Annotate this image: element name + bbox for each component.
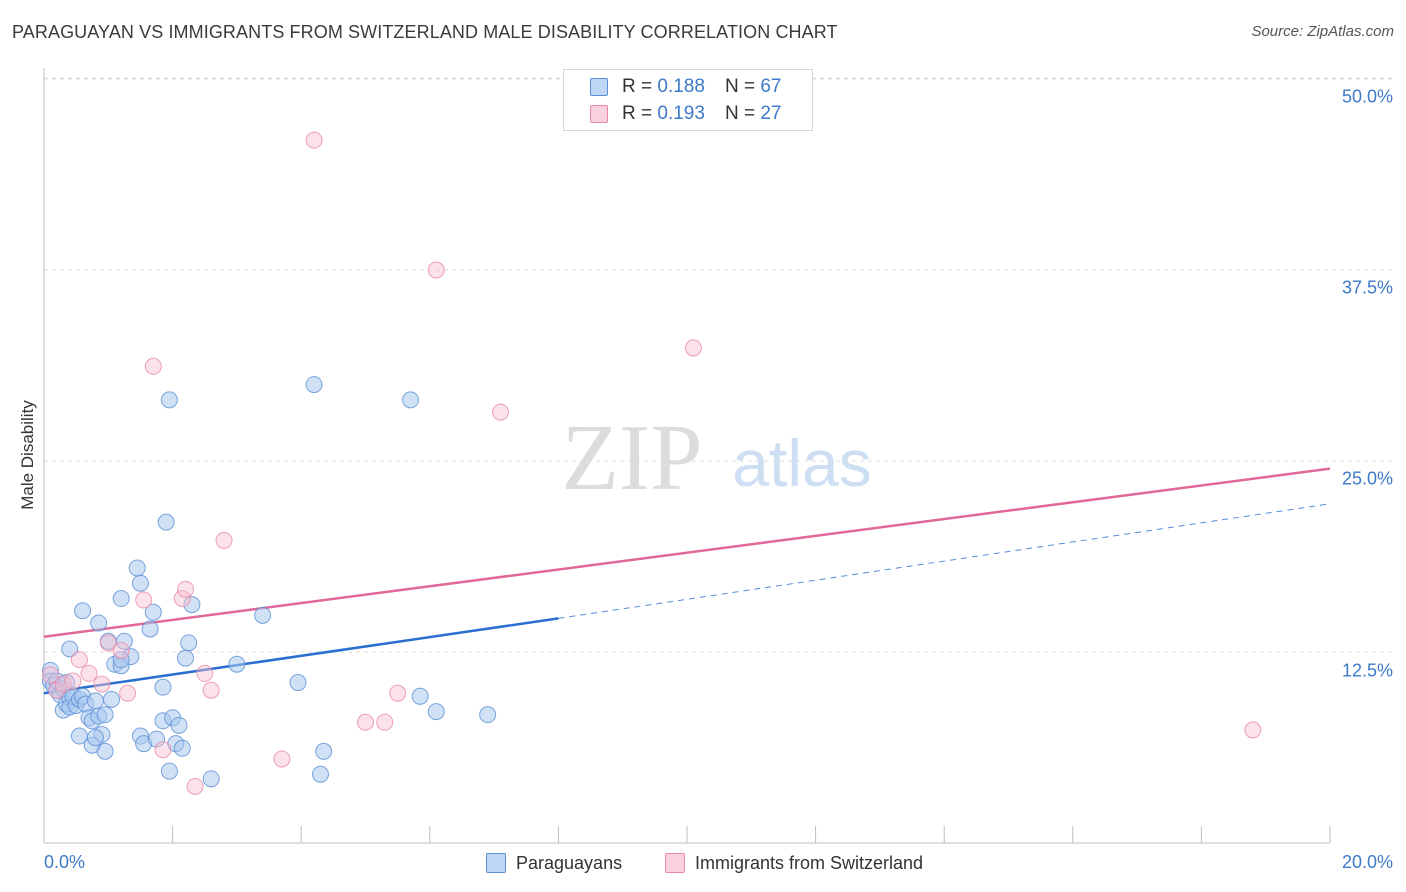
point-paraguayans	[131, 574, 149, 592]
trend-line-paraguayans-extension	[558, 503, 1331, 619]
point-switzerland	[135, 591, 153, 609]
axes	[43, 68, 1331, 844]
point-switzerland	[305, 131, 323, 149]
point-paraguayans	[176, 649, 194, 667]
watermark-zip: ZIP	[562, 406, 703, 510]
point-switzerland	[154, 741, 172, 759]
point-paraguayans	[254, 606, 272, 624]
y-tick-50: 50.0%	[1341, 86, 1393, 107]
point-switzerland	[215, 531, 233, 549]
point-paraguayans	[479, 706, 497, 724]
point-paraguayans	[154, 678, 172, 696]
point-paraguayans	[141, 620, 159, 638]
point-switzerland	[48, 681, 66, 699]
legend-row-switzerland: R = 0.193 N = 27	[590, 103, 781, 125]
legend-n-value: 27	[760, 103, 782, 124]
point-switzerland	[41, 666, 59, 684]
x-tick-min: 0.0%	[44, 852, 86, 872]
point-paraguayans	[103, 690, 121, 708]
point-paraguayans	[128, 559, 146, 577]
legend-r-value: 0.193	[657, 103, 705, 124]
legend-r-label: R =	[622, 76, 653, 97]
point-switzerland	[684, 339, 702, 357]
point-paraguayans	[289, 674, 307, 692]
trend-line-paraguayans	[43, 617, 559, 695]
point-switzerland	[119, 684, 137, 702]
point-switzerland	[173, 590, 191, 608]
point-switzerland	[64, 672, 82, 690]
bottom-legend-label: Paraguayans	[516, 852, 623, 873]
chart-title: PARAGUAYAN VS IMMIGRANTS FROM SWITZERLAN…	[12, 22, 838, 42]
point-paraguayans	[305, 376, 323, 394]
point-switzerland	[80, 664, 98, 682]
point-switzerland	[93, 675, 111, 693]
point-paraguayans	[202, 770, 220, 788]
point-paraguayans	[90, 614, 108, 632]
point-paraguayans	[228, 655, 246, 673]
point-paraguayans	[173, 739, 191, 757]
y-tick-37-5: 37.5%	[1341, 277, 1393, 298]
point-paraguayans	[112, 651, 130, 669]
point-paraguayans	[86, 692, 104, 710]
bottom-legend-swatch-blue	[486, 853, 506, 873]
legend-swatch-blue	[590, 78, 608, 96]
point-switzerland	[176, 580, 194, 598]
point-switzerland	[196, 664, 214, 682]
watermark: ZIP atlas	[562, 406, 872, 510]
point-paraguayans	[74, 602, 92, 620]
point-switzerland	[357, 713, 374, 731]
point-paraguayans	[96, 742, 114, 760]
point-paraguayans	[170, 716, 188, 734]
point-paraguayans	[157, 513, 175, 531]
x-tick-max: 20.0%	[1341, 852, 1393, 872]
point-paraguayans	[315, 742, 333, 760]
point-paraguayans	[183, 596, 201, 614]
point-switzerland	[427, 261, 445, 279]
point-paraguayans	[411, 687, 429, 705]
legend-n-value: 67	[760, 76, 782, 97]
legend-swatch-pink	[590, 105, 608, 123]
legend-n-label: N =	[724, 103, 756, 124]
point-switzerland	[186, 777, 204, 795]
legend-row-paraguayans: R = 0.188 N = 67	[590, 76, 781, 98]
point-paraguayans	[148, 730, 166, 748]
point-switzerland	[1244, 721, 1262, 739]
bottom-legend-swatch-pink	[665, 853, 685, 873]
point-paraguayans	[144, 603, 162, 621]
bottom-legend-label: Immigrants from Switzerland	[695, 852, 924, 873]
source-label: Source: ZipAtlas.com	[1251, 23, 1394, 40]
point-paraguayans	[160, 762, 178, 780]
point-switzerland	[376, 713, 394, 731]
data-points	[41, 131, 1262, 795]
point-paraguayans	[427, 703, 445, 721]
point-switzerland	[492, 403, 510, 421]
point-paraguayans	[311, 765, 329, 783]
y-tick-12-5: 12.5%	[1341, 660, 1393, 681]
point-paraguayans	[112, 590, 130, 608]
point-switzerland	[144, 357, 162, 375]
bottom-legend-switzerland: Immigrants from Switzerland	[665, 851, 923, 875]
point-switzerland	[54, 675, 72, 693]
legend: R = 0.188 N = 67 R = 0.193 N = 27	[563, 69, 813, 131]
y-tick-25: 25.0%	[1341, 468, 1393, 489]
watermark-atlas: atlas	[732, 426, 871, 500]
point-paraguayans	[86, 729, 104, 747]
bottom-legend-paraguayans: Paraguayans	[486, 851, 622, 875]
legend-n-label: N =	[724, 76, 756, 97]
point-paraguayans	[160, 391, 178, 409]
legend-r-value: 0.188	[657, 76, 705, 97]
point-switzerland	[273, 750, 291, 768]
point-paraguayans	[402, 391, 420, 409]
point-switzerland	[70, 651, 88, 669]
point-switzerland	[202, 681, 220, 699]
point-switzerland	[99, 634, 117, 652]
legend-r-label: R =	[622, 103, 653, 124]
point-paraguayans	[180, 634, 198, 652]
point-paraguayans	[61, 640, 79, 658]
point-switzerland	[389, 684, 407, 702]
point-paraguayans	[96, 706, 114, 724]
point-switzerland	[112, 641, 130, 659]
grid-lines	[44, 77, 1395, 653]
